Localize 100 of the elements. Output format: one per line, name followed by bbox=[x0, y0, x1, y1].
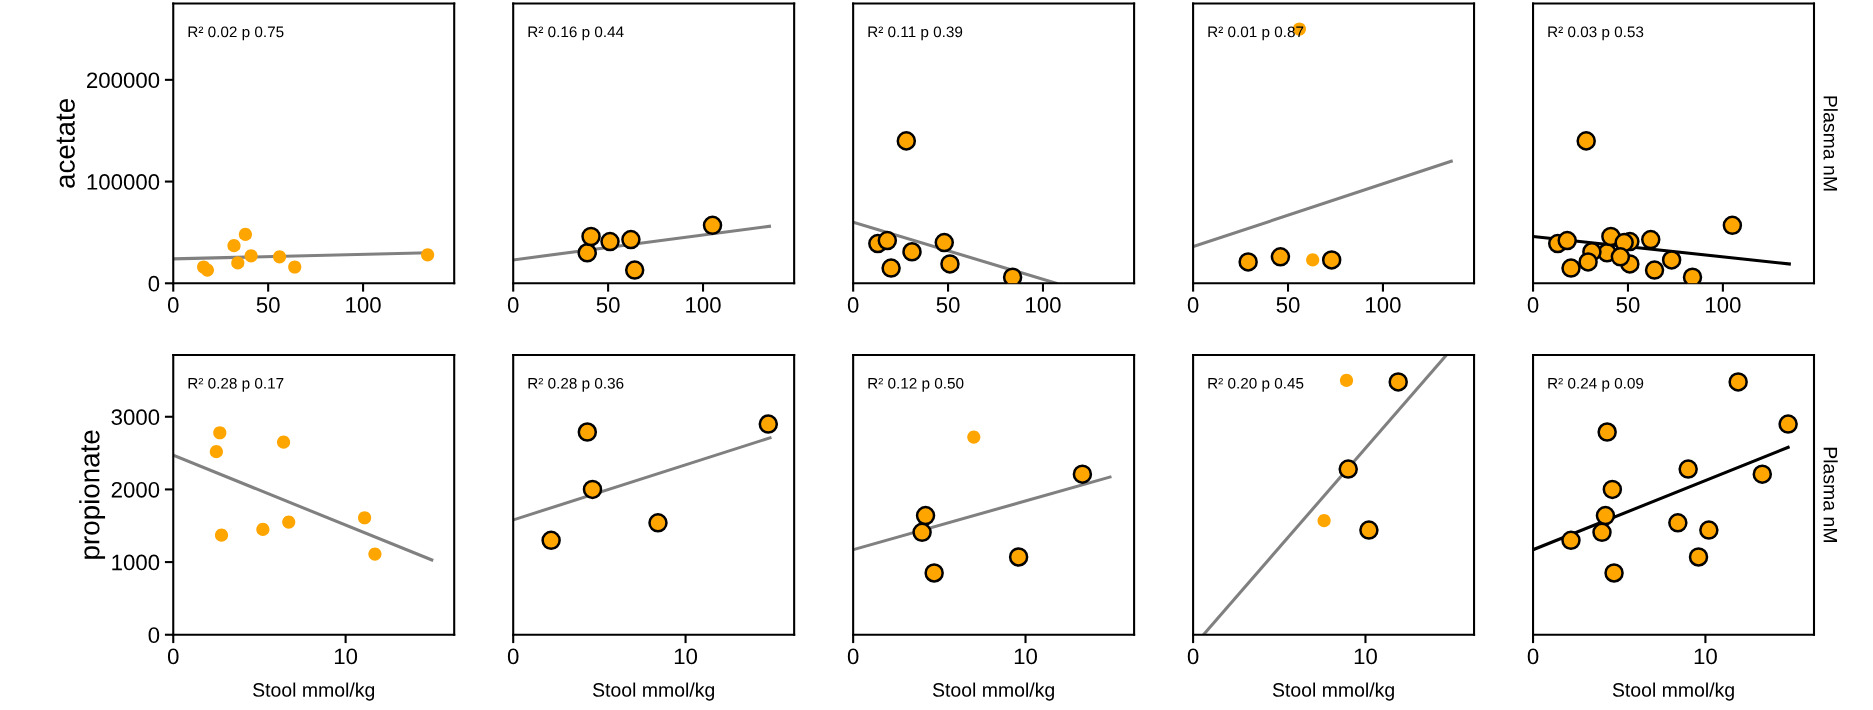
point bbox=[1339, 373, 1354, 388]
point bbox=[1595, 505, 1616, 526]
point bbox=[1640, 229, 1661, 250]
y2-axis-title: Plasma nM bbox=[1823, 96, 1838, 191]
x-tick-label: 0 bbox=[507, 648, 519, 665]
point bbox=[577, 243, 597, 263]
point bbox=[896, 131, 917, 151]
point bbox=[1008, 547, 1029, 567]
point bbox=[214, 528, 229, 542]
x-axis-title: Stool mmol/kg bbox=[592, 682, 715, 701]
x-tick-label: 50 bbox=[256, 297, 280, 313]
point bbox=[1592, 522, 1612, 543]
point bbox=[421, 248, 435, 262]
point bbox=[1602, 479, 1623, 500]
point bbox=[924, 563, 944, 583]
point bbox=[276, 435, 291, 449]
x-axis-title: Stool mmol/kg bbox=[1612, 682, 1734, 701]
point bbox=[1338, 459, 1358, 479]
x-tick-label: 100 bbox=[1706, 297, 1741, 313]
point bbox=[1722, 215, 1743, 236]
x-tick-label: 0 bbox=[507, 297, 519, 313]
point bbox=[1688, 547, 1709, 567]
annotation: R² 0.12 p 0.50 bbox=[868, 377, 964, 392]
y-axis-title: propionate bbox=[79, 430, 106, 559]
point bbox=[1699, 520, 1719, 540]
x-tick-label: 10 bbox=[1694, 648, 1717, 665]
point bbox=[1561, 258, 1581, 278]
y-tick-label: 100000 bbox=[87, 174, 160, 190]
point bbox=[881, 258, 901, 278]
x-tick-label: 0 bbox=[1187, 297, 1199, 313]
annotation: R² 0.16 p 0.44 bbox=[528, 26, 624, 41]
annotation: R² 0.20 p 0.45 bbox=[1208, 377, 1304, 392]
point bbox=[600, 231, 620, 252]
point bbox=[231, 256, 245, 270]
point bbox=[621, 229, 641, 250]
point bbox=[1270, 247, 1291, 267]
x-tick-label: 0 bbox=[1527, 648, 1539, 665]
point bbox=[256, 522, 270, 536]
point bbox=[648, 513, 668, 533]
x-tick-label: 50 bbox=[596, 297, 620, 313]
point bbox=[209, 445, 223, 459]
x-tick-label: 10 bbox=[334, 648, 358, 665]
point bbox=[1644, 260, 1665, 280]
annotation: R² 0.11 p 0.39 bbox=[868, 26, 963, 41]
point bbox=[915, 505, 936, 526]
x-tick-label: 50 bbox=[1616, 297, 1640, 313]
point bbox=[1682, 267, 1703, 284]
point bbox=[1578, 252, 1598, 272]
point bbox=[581, 226, 601, 247]
point bbox=[368, 547, 382, 561]
y-axis-title: acetate bbox=[56, 99, 75, 188]
x-tick-label: 50 bbox=[1276, 297, 1300, 313]
point bbox=[1561, 530, 1581, 551]
annotation: R² 0.24 p 0.09 bbox=[1548, 377, 1644, 392]
point bbox=[967, 430, 981, 444]
y-tick-label: 0 bbox=[148, 275, 160, 292]
x-tick-label: 100 bbox=[1026, 297, 1061, 313]
point bbox=[238, 227, 252, 242]
x-axis-title: Stool mmol/kg bbox=[932, 682, 1054, 701]
point bbox=[1728, 372, 1748, 392]
point bbox=[1388, 372, 1408, 392]
x-tick-label: 10 bbox=[1354, 648, 1377, 665]
point bbox=[227, 239, 241, 253]
point bbox=[1359, 520, 1379, 540]
y2-axis-title: Plasma nM bbox=[1823, 447, 1838, 542]
point bbox=[1604, 563, 1624, 583]
x-tick-label: 10 bbox=[674, 648, 698, 665]
point bbox=[200, 263, 215, 277]
point bbox=[940, 254, 960, 274]
point bbox=[1317, 514, 1331, 528]
point bbox=[541, 530, 561, 551]
point bbox=[577, 422, 598, 442]
x-tick-label: 0 bbox=[167, 297, 179, 313]
point bbox=[1002, 267, 1023, 284]
point bbox=[244, 249, 258, 263]
x-tick-label: 0 bbox=[847, 297, 859, 313]
annotation: R² 0.28 p 0.17 bbox=[188, 377, 284, 392]
point bbox=[272, 250, 287, 264]
x-tick-label: 0 bbox=[167, 648, 179, 665]
point bbox=[758, 414, 779, 434]
point bbox=[934, 232, 955, 253]
point bbox=[1678, 459, 1698, 479]
point bbox=[1557, 230, 1577, 251]
annotation: R² 0.28 p 0.36 bbox=[528, 377, 624, 392]
annotation: R² 0.02 p 0.75 bbox=[188, 26, 284, 41]
x-tick-label: 0 bbox=[1527, 297, 1539, 313]
point bbox=[213, 426, 227, 440]
y-tick-label: 1000 bbox=[112, 554, 160, 571]
point bbox=[1668, 513, 1688, 533]
x-tick-label: 50 bbox=[936, 297, 960, 313]
y-tick-label: 200000 bbox=[87, 72, 160, 89]
point bbox=[582, 479, 603, 500]
point bbox=[1661, 250, 1682, 270]
point bbox=[1752, 464, 1773, 484]
y-tick-label: 0 bbox=[148, 627, 160, 644]
annotation: R² 0.03 p 0.53 bbox=[1548, 26, 1644, 41]
x-axis-title: Stool mmol/kg bbox=[253, 682, 375, 701]
y-tick-label: 3000 bbox=[111, 409, 160, 426]
point bbox=[1778, 414, 1798, 434]
point bbox=[288, 260, 302, 274]
